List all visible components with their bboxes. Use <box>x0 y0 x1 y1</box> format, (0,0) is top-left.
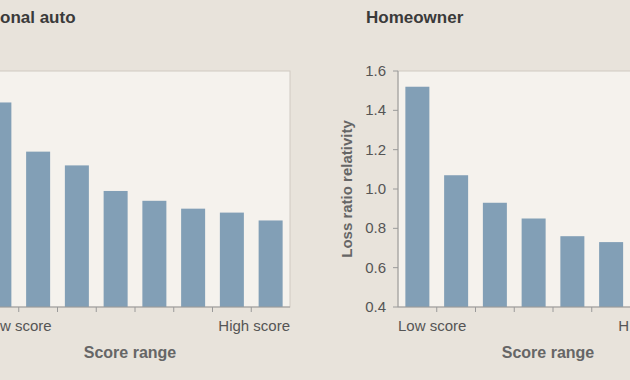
chart-title: onal auto <box>0 8 76 27</box>
y-tick-label: 1.2 <box>365 141 386 158</box>
chart-root: onal autow scoreHigh scoreScore rangeHom… <box>0 0 630 380</box>
x-tick <box>553 307 554 312</box>
x-tick-label: H <box>618 317 629 334</box>
x-tick <box>436 307 437 312</box>
bar <box>0 102 11 307</box>
plot-area <box>398 71 630 307</box>
bar <box>483 203 507 307</box>
bar <box>26 152 50 307</box>
bar <box>444 175 468 307</box>
y-tick <box>393 307 398 308</box>
x-tick-label: Low score <box>398 317 466 334</box>
bars <box>0 102 283 307</box>
x-tick <box>591 307 592 312</box>
x-tick-label: High score <box>218 317 290 334</box>
y-tick <box>393 110 398 111</box>
x-axis-label: Score range <box>84 344 177 361</box>
bar <box>65 165 89 307</box>
x-tick <box>212 307 213 312</box>
y-tick <box>393 228 398 229</box>
bar <box>259 220 283 307</box>
bar <box>220 213 244 307</box>
x-tick <box>475 307 476 312</box>
y-tick <box>393 71 398 72</box>
bar <box>522 219 546 308</box>
bar <box>142 201 166 307</box>
panel: Homeowner Low score H Score range 0.4 0.6 0.8 1… <box>338 8 630 361</box>
y-tick <box>393 149 398 150</box>
y-tick-label: 0.6 <box>365 259 386 276</box>
bar <box>599 242 623 307</box>
bar <box>181 209 205 307</box>
x-tick <box>514 307 515 312</box>
y-tick-label: 0.8 <box>365 219 386 236</box>
x-tick <box>135 307 136 312</box>
y-tick-label: 1.4 <box>365 101 386 118</box>
y-tick <box>393 267 398 268</box>
plot-area <box>0 71 290 307</box>
x-tick-label: w score <box>0 317 52 334</box>
chart-title: Homeowner <box>366 8 464 27</box>
y-tick-label: 0.4 <box>365 298 386 315</box>
x-axis-label: Score range <box>502 344 595 361</box>
x-tick <box>18 307 19 312</box>
x-tick <box>96 307 97 312</box>
chart-svg: onal autow scoreHigh scoreScore rangeHom… <box>0 0 630 380</box>
y-tick-label: 1.0 <box>365 180 386 197</box>
x-tick <box>173 307 174 312</box>
bar <box>405 87 429 307</box>
panel: onal auto w score High score Score range <box>0 8 290 361</box>
y-tick <box>393 189 398 190</box>
x-axis <box>0 307 290 308</box>
y-tick-label: 1.6 <box>365 62 386 79</box>
x-tick <box>57 307 58 312</box>
bars <box>405 87 623 307</box>
y-axis-label: Loss ratio relativity <box>338 120 355 258</box>
x-tick <box>251 307 252 312</box>
bar <box>104 191 128 307</box>
bar <box>560 236 584 307</box>
